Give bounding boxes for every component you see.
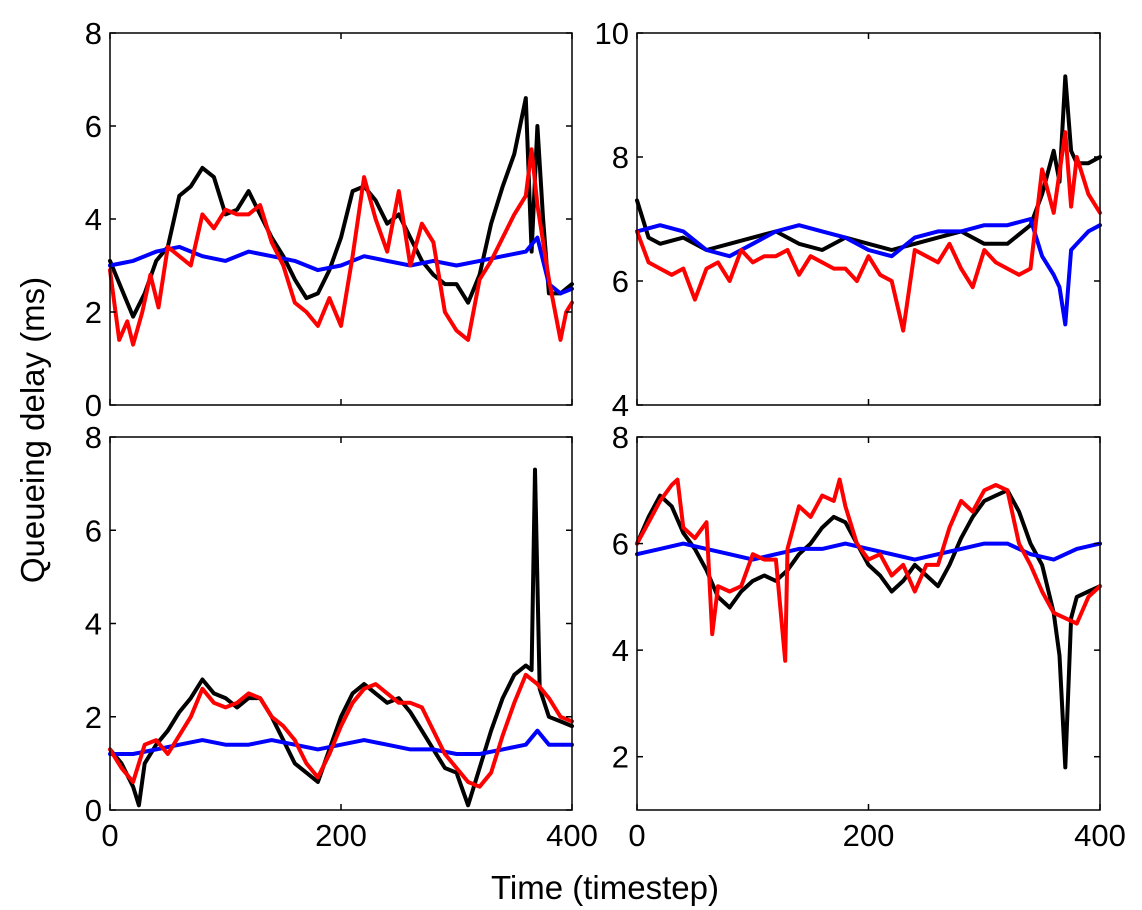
axes-frame	[109, 436, 573, 811]
x-axis-title: Time (timestep)	[491, 869, 719, 906]
series-line-1	[635, 74, 1102, 252]
series-line-1	[108, 96, 574, 319]
series-line-2	[108, 235, 574, 296]
y-tick-label: 0	[85, 793, 102, 828]
y-tick-label: 4	[85, 607, 102, 642]
y-tick-label: 8	[85, 16, 102, 51]
y-tick-label: 6	[85, 109, 102, 144]
y-tick-label: 4	[612, 388, 629, 423]
x-tick-label: 0	[628, 818, 645, 853]
series-line-3	[635, 477, 1102, 663]
y-tick-label: 6	[612, 527, 629, 562]
axes-frame	[636, 436, 1101, 811]
y-tick-label: 8	[612, 420, 629, 455]
y-tick-label: 6	[85, 513, 102, 548]
y-tick-label: 2	[85, 295, 102, 330]
y-tick-label: 2	[85, 700, 102, 735]
chart-panel-4: 2 4 6 8 0 200 400	[612, 420, 1126, 853]
y-tick-label: 4	[612, 633, 629, 668]
y-tick-label: 8	[85, 420, 102, 455]
y-tick-label: 6	[612, 264, 629, 299]
series-line-1	[108, 467, 574, 808]
series-line-3	[108, 672, 574, 789]
y-tick-label: 4	[85, 202, 102, 237]
x-tick-label: 0	[101, 818, 118, 853]
chart-panel-3: 0 2 4 6 8 0 200 400	[85, 420, 598, 853]
x-tick-label: 200	[843, 818, 895, 853]
series-line-2	[108, 728, 574, 756]
chart-panel-2: 4 6 8 10	[595, 16, 1102, 423]
axes-frame	[109, 32, 573, 406]
y-tick-label: 8	[612, 140, 629, 175]
x-tick-label: 200	[315, 818, 367, 853]
chart-panel-1: 0 2 4 6 8	[85, 16, 574, 423]
series-line-2	[635, 217, 1102, 327]
x-tick-label: 400	[546, 818, 598, 853]
y-tick-label: 10	[595, 16, 629, 51]
y-axis-title: Queueing delay (ms)	[14, 277, 51, 583]
series-line-3	[635, 130, 1102, 333]
y-tick-label: 2	[612, 740, 629, 775]
y-tick-label: 0	[85, 388, 102, 423]
series-line-3	[108, 147, 574, 347]
x-tick-label: 400	[1074, 818, 1126, 853]
